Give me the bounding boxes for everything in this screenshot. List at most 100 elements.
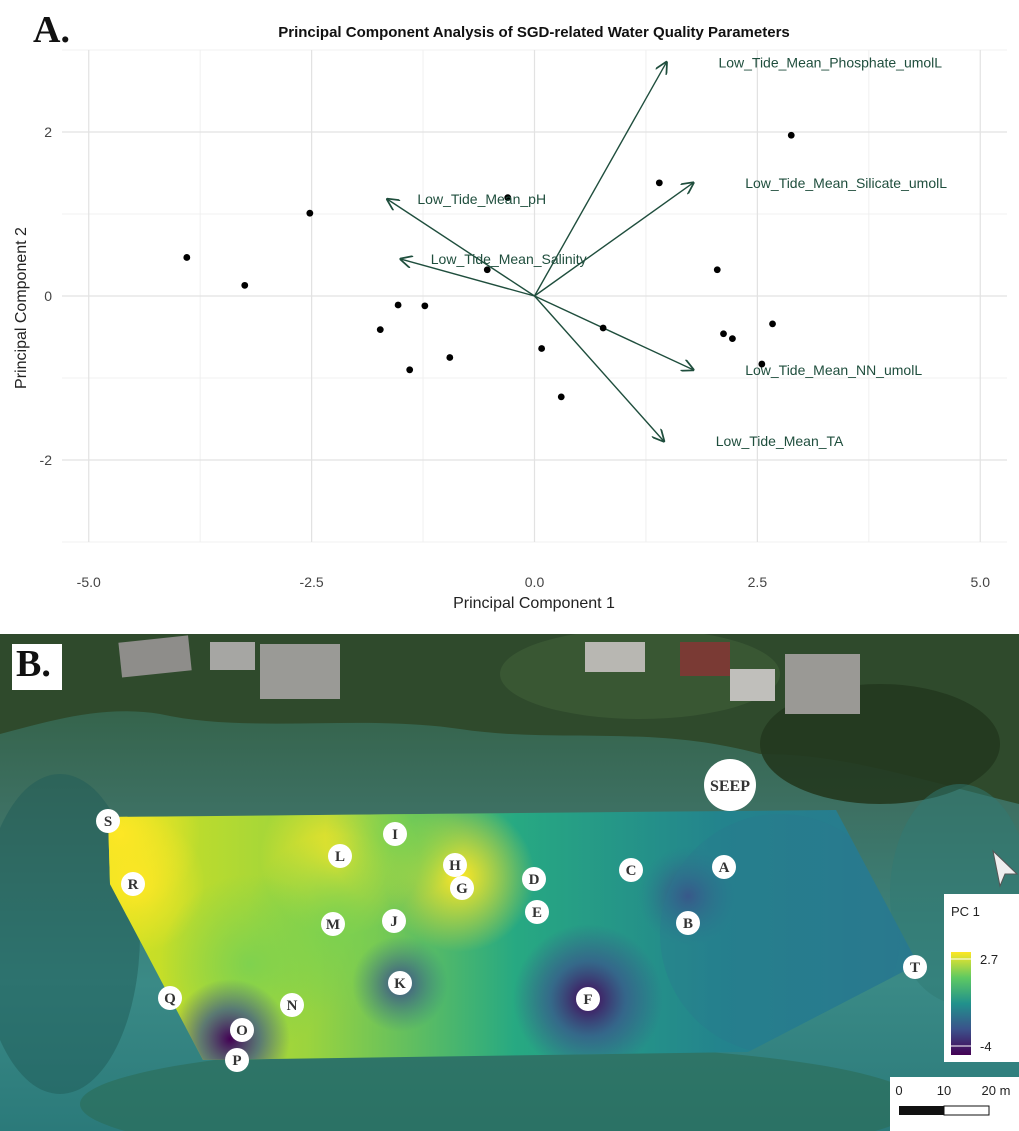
building-roof [585,642,645,672]
site-label: E [532,905,542,921]
loading-arrow [533,62,667,297]
site-label: B [683,916,693,932]
score-point [655,179,663,187]
score-point [729,335,736,343]
score-point [394,301,402,309]
site-marker [280,993,304,1017]
site-marker [522,867,546,891]
y-axis-label: Principal Component 2 [13,227,30,389]
score-point [306,209,314,217]
site-label: O [236,1023,248,1039]
loading-arrow [533,295,664,441]
x-axis-label: Principal Component 1 [453,595,615,612]
site-marker [383,822,407,846]
scale-bar-box [890,1077,1019,1131]
site-marker [443,853,467,877]
site-marker [230,1018,254,1042]
scale-label: 10 [937,1083,951,1098]
seabed-patch [0,774,140,1094]
site-label: I [392,827,398,843]
score-point [446,354,454,361]
loading-label: Low_Tide_Mean_NN_umolL [745,362,922,378]
score-point [720,330,727,338]
site-label: L [335,849,345,865]
score-point [538,345,546,352]
building-roof [730,669,775,701]
x-tick-label: 5.0 [971,574,991,590]
panel-a-letter: A. [33,9,70,51]
legend-title: PC 1 [951,904,980,919]
building-roof [680,642,730,676]
site-label: T [910,960,920,976]
site-marker [450,876,474,900]
y-tick-label: 2 [44,124,52,140]
site-label: J [390,914,398,930]
x-tick-label: -2.5 [300,574,324,590]
site-label: H [449,858,461,874]
site-label: D [529,872,540,888]
score-point [599,324,607,332]
score-point [787,131,795,139]
x-tick-label: 0.0 [525,574,545,590]
score-point [376,326,384,334]
loading-label: Low_Tide_Mean_pH [417,191,546,207]
site-label: C [626,863,637,879]
site-label: S [104,814,112,830]
score-point [183,254,191,261]
loading-label: Low_Tide_Mean_Salinity [431,251,587,267]
score-point [758,360,766,368]
loading-arrow [401,259,535,297]
site-marker [576,987,600,1011]
legend-max-label: 2.7 [980,952,998,967]
site-marker [321,912,345,936]
site-label: N [287,998,298,1014]
panel-b-letter-box [12,644,62,690]
site-label: A [719,860,730,876]
scale-bar-white [943,1105,990,1116]
panel-b-letter: B. [16,643,51,685]
seep-marker [704,759,756,811]
loading-arrow [534,295,694,370]
building-roof [118,635,192,678]
x-tick-label: -5.0 [77,574,101,590]
score-point [769,320,776,328]
site-marker [525,900,549,924]
site-label: G [456,881,468,897]
site-marker [328,844,352,868]
site-label: M [326,917,340,933]
building-roof [260,644,340,699]
score-point [713,266,721,274]
building-roof [785,654,860,714]
site-marker [903,955,927,979]
loading-label: Low_Tide_Mean_Silicate_umolL [745,175,947,191]
building-roof [210,642,255,670]
loading-arrow [534,183,694,297]
scale-label: 0 [895,1083,902,1098]
loading-label: Low_Tide_Mean_Phosphate_umolL [718,54,942,70]
site-label: F [583,992,592,1008]
score-point [557,393,565,401]
site-marker [225,1048,249,1072]
site-label: Q [164,991,176,1007]
site-marker [388,971,412,995]
seep-label: SEEP [710,778,750,795]
site-label: K [394,976,406,992]
loading-label: Low_Tide_Mean_TA [716,433,844,449]
score-point [406,366,414,374]
y-tick-label: 0 [44,288,52,304]
scale-label: 20 m [982,1083,1011,1098]
site-marker [121,872,145,896]
score-point [421,302,429,310]
seabed-patch [80,1044,920,1131]
site-marker [712,855,736,879]
legend-min-label: -4 [980,1039,992,1054]
score-point [483,266,491,274]
north-arrow-icon [992,849,1019,888]
pca-biplot: Low_Tide_Mean_Phosphate_umolL Low_Tide_Me… [13,24,1007,612]
site-marker [158,986,182,1010]
score-point [504,194,512,202]
site-marker [96,809,120,833]
chart-title: Principal Component Analysis of SGD-rela… [278,24,790,41]
